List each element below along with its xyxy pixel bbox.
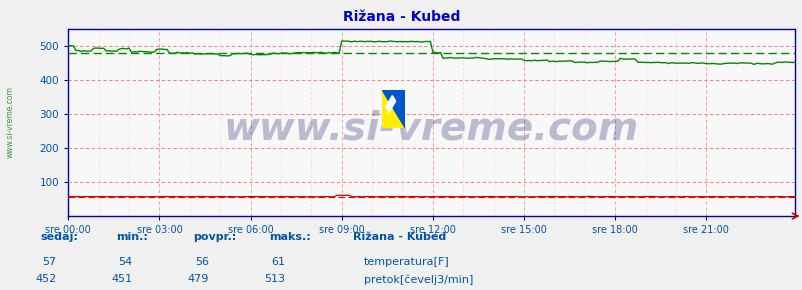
Text: 479: 479 [187, 274, 209, 284]
Text: www.si-vreme.com: www.si-vreme.com [224, 109, 638, 147]
Text: povpr.:: povpr.: [192, 232, 236, 242]
Text: maks.:: maks.: [269, 232, 310, 242]
Text: 451: 451 [111, 274, 132, 284]
Polygon shape [385, 95, 395, 113]
Text: 513: 513 [264, 274, 285, 284]
Polygon shape [382, 90, 404, 128]
Text: 54: 54 [118, 257, 132, 267]
Text: Rižana - Kubed: Rižana - Kubed [342, 10, 460, 24]
Text: temperatura[F]: temperatura[F] [363, 257, 449, 267]
Text: 61: 61 [271, 257, 285, 267]
Text: sedaj:: sedaj: [40, 232, 78, 242]
Text: pretok[čevelj3/min]: pretok[čevelj3/min] [363, 274, 472, 284]
Text: min.:: min.: [116, 232, 148, 242]
Text: www.si-vreme.com: www.si-vreme.com [6, 86, 15, 158]
Text: 56: 56 [195, 257, 209, 267]
Text: 452: 452 [35, 274, 56, 284]
Text: Rižana - Kubed: Rižana - Kubed [353, 232, 446, 242]
Text: 57: 57 [42, 257, 56, 267]
Polygon shape [382, 90, 404, 128]
